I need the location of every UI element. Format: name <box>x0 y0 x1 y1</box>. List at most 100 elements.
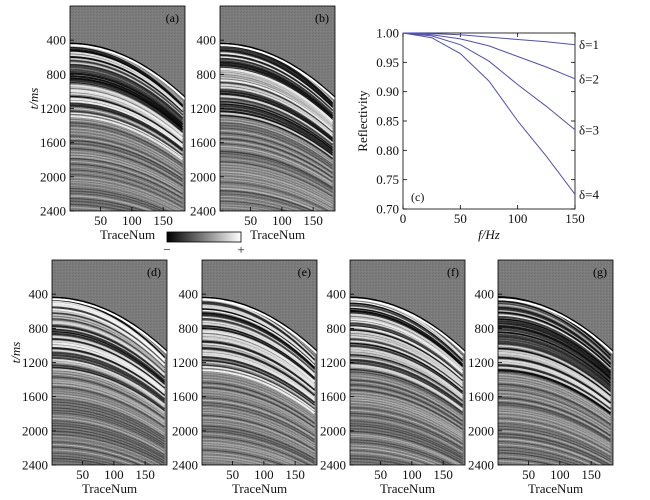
y-tick-label: 2000 <box>190 169 216 184</box>
x-tick-label: 150 <box>135 467 155 482</box>
y-tick-label: 1200 <box>22 355 48 370</box>
x-axis-label: TraceNum <box>100 227 155 242</box>
panel-label: (d) <box>147 265 161 279</box>
y-tick-label: 1600 <box>190 135 216 150</box>
x-tick-label: 150 <box>303 213 323 228</box>
y-axis-label: t/ms <box>26 88 41 110</box>
y-tick-label: 0.90 <box>376 84 399 99</box>
x-tick-label: 0 <box>400 211 407 226</box>
y-tick-label: 400 <box>179 287 199 302</box>
y-tick-label: 0.70 <box>376 202 399 217</box>
first-arrival <box>70 42 185 99</box>
x-tick-label: 50 <box>454 211 467 226</box>
seismic-panel-g: (g) 400 800 1200 1600 2000 2400 50 100 150TraceNu… <box>468 259 614 496</box>
y-tick-label: 2000 <box>320 423 346 438</box>
y-tick-label: 1600 <box>40 135 66 150</box>
x-tick-label: 100 <box>254 467 274 482</box>
y-tick-label: 400 <box>29 287 49 302</box>
y-tick-label: 800 <box>475 321 495 336</box>
y-axis-label: Reflectivity <box>355 90 370 152</box>
y-tick-label: 400 <box>47 33 67 48</box>
first-arrival <box>498 296 613 353</box>
x-tick-label: 50 <box>522 467 535 482</box>
x-axis-label: f/Hz <box>478 227 500 242</box>
series-label-1: δ=1 <box>579 37 599 52</box>
colorbar-min-label: − <box>163 242 170 257</box>
y-tick-label: 2400 <box>190 204 216 219</box>
y-tick-label: 2000 <box>468 423 494 438</box>
first-arrival <box>52 296 167 353</box>
x-tick-label: 50 <box>244 213 257 228</box>
colorbar-max-label: + <box>237 242 244 257</box>
y-tick-label: 1600 <box>320 389 346 404</box>
y-tick-label: 800 <box>197 67 217 82</box>
x-tick-label: 150 <box>565 211 585 226</box>
seismic-events <box>350 296 465 465</box>
x-tick-label: 100 <box>104 467 124 482</box>
y-tick-label: 2400 <box>40 204 66 219</box>
series-label-4: δ=4 <box>579 187 599 202</box>
y-tick-label: 2400 <box>22 458 48 473</box>
seismic-panel-f: (f) 400 800 1200 1600 2000 2400 50 100 150TraceNu… <box>320 259 466 496</box>
series-line-3 <box>402 32 576 131</box>
y-tick-label: 400 <box>475 287 495 302</box>
x-tick-label: 50 <box>76 467 89 482</box>
seismic-events <box>498 296 613 465</box>
series-label-2: δ=2 <box>579 71 599 86</box>
y-tick-label: 1200 <box>468 355 494 370</box>
x-tick-label: 150 <box>581 467 601 482</box>
y-tick-label: 0.95 <box>376 55 399 70</box>
panel-label: (b) <box>315 11 329 25</box>
y-tick-label: 2400 <box>320 458 346 473</box>
y-tick-label: 1600 <box>172 389 198 404</box>
seismic-panel-b: (b) 400 800 1200 1600 2000 2400 50 100 150TraceNu… <box>190 5 336 242</box>
series-line-4 <box>402 32 576 195</box>
panel-label: (c) <box>411 190 424 204</box>
x-axis-label: TraceNum <box>250 227 305 242</box>
plot-frame <box>402 32 576 210</box>
y-tick-label: 800 <box>47 67 67 82</box>
x-tick-label: 50 <box>374 467 387 482</box>
seismic-events <box>70 42 185 211</box>
y-axis-label: t/ms <box>8 342 23 364</box>
x-tick-label: 150 <box>285 467 305 482</box>
y-tick-label: 1600 <box>468 389 494 404</box>
x-tick-label: 100 <box>508 211 528 226</box>
panel-label: (e) <box>298 265 311 279</box>
y-tick-label: 800 <box>327 321 347 336</box>
x-axis-label: TraceNum <box>232 481 287 496</box>
x-axis-label: TraceNum <box>380 481 435 496</box>
first-arrival <box>220 42 335 99</box>
y-tick-label: 0.80 <box>376 143 399 158</box>
panel-label: (f) <box>447 265 459 279</box>
series-line-1 <box>402 32 576 46</box>
x-tick-label: 100 <box>550 467 570 482</box>
seismic-panel-e: (e) 400 800 1200 1600 2000 2400 50 100 150TraceNu… <box>172 259 318 496</box>
y-tick-label: 0.75 <box>376 172 399 187</box>
seismic-panel-a: (a) 400 800 1200 1600 2000 2400 50 100 150TraceNu… <box>26 5 186 242</box>
y-tick-label: 800 <box>29 321 49 336</box>
y-tick-label: 800 <box>179 321 199 336</box>
y-tick-label: 2000 <box>40 169 66 184</box>
panel-label: (a) <box>166 11 179 25</box>
reflectivity-chart: 0.70 0.75 0.80 0.85 0.90 0.95 1.00 0 50 100 150 f/H… <box>355 26 599 243</box>
seismic-events <box>202 296 317 465</box>
seismic-events <box>220 42 335 211</box>
first-arrival <box>350 296 465 353</box>
x-tick-label: 150 <box>153 213 173 228</box>
x-tick-label: 100 <box>122 213 142 228</box>
seismic-events <box>52 296 167 465</box>
x-tick-label: 150 <box>433 467 453 482</box>
x-tick-label: 50 <box>226 467 239 482</box>
y-tick-label: 1200 <box>172 355 198 370</box>
y-tick-label: 2400 <box>468 458 494 473</box>
x-axis-label: TraceNum <box>528 481 583 496</box>
y-tick-label: 2000 <box>172 423 198 438</box>
x-axis-label: TraceNum <box>82 481 137 496</box>
first-arrival <box>202 296 317 353</box>
y-tick-label: 2400 <box>172 458 198 473</box>
y-tick-label: 1200 <box>40 101 66 116</box>
seismic-panel-d: (d) 400 800 1200 1600 2000 2400 50 100 150TraceNu… <box>8 259 168 496</box>
x-tick-label: 100 <box>272 213 292 228</box>
